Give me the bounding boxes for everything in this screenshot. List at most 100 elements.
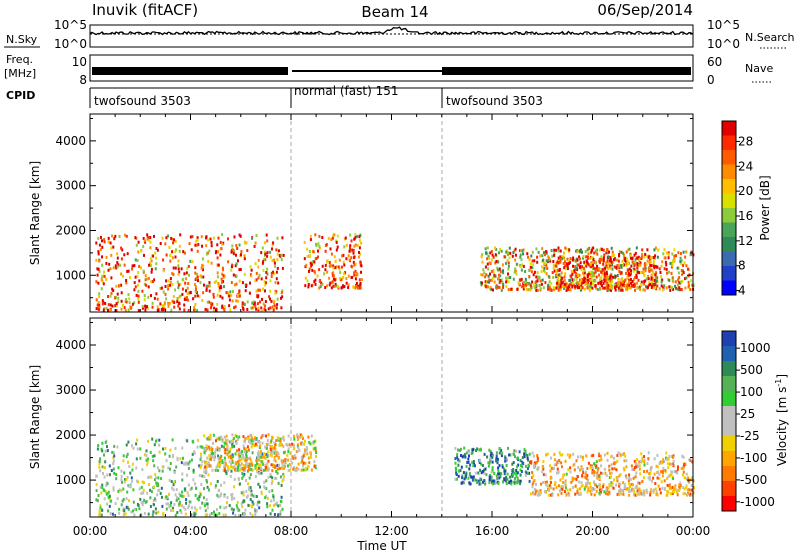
data-cell-0-3-56 — [590, 277, 593, 281]
data-cell-1-0-76 — [178, 500, 181, 504]
velocity-cbar-label-7: -1000 — [740, 495, 775, 509]
power-swatch-3 — [722, 164, 736, 180]
data-cell-0-2-88 — [685, 264, 688, 268]
data-cell-1-1-111 — [226, 469, 229, 472]
data-cell-0-2-173 — [537, 288, 539, 292]
data-cell-0-0-13 — [178, 307, 181, 311]
data-cell-0-3-64 — [586, 278, 589, 282]
data-cell-0-3-208 — [633, 282, 636, 286]
data-cell-1-0-510 — [113, 444, 116, 448]
data-cell-0-0-90 — [172, 295, 175, 299]
data-cell-1-0-105 — [254, 513, 257, 516]
data-cell-1-0-174 — [108, 504, 111, 508]
data-cell-0-2-647 — [492, 288, 494, 292]
data-cell-1-0-409 — [187, 462, 190, 466]
data-cell-1-1-100 — [223, 456, 226, 460]
data-cell-0-3-309 — [626, 275, 629, 279]
data-cell-0-0-447 — [257, 288, 260, 292]
data-cell-1-0-227 — [246, 495, 248, 499]
data-cell-1-2-70 — [497, 472, 499, 476]
data-cell-0-0-577 — [185, 289, 187, 293]
data-cell-1-1-237 — [284, 458, 287, 462]
data-cell-0-3-322 — [569, 257, 572, 261]
data-cell-1-3-58 — [559, 453, 562, 457]
data-cell-0-3-300 — [636, 261, 639, 265]
data-cell-0-2-574 — [494, 253, 497, 257]
data-cell-1-1-393 — [279, 443, 282, 447]
data-cell-0-0-250 — [193, 306, 196, 310]
data-cell-1-1-250 — [292, 467, 295, 471]
data-cell-0-0-312 — [242, 302, 245, 306]
data-cell-0-0-403 — [137, 250, 140, 254]
data-cell-1-0-24 — [178, 492, 181, 496]
data-cell-1-3-384 — [573, 468, 576, 472]
data-cell-1-3-581 — [667, 457, 670, 461]
data-cell-0-0-399 — [143, 298, 146, 302]
freq-left-tick-bottom: 8 — [79, 73, 87, 87]
data-cell-0-0-290 — [103, 274, 106, 278]
data-cell-1-0-368 — [219, 494, 222, 498]
data-cell-0-3-156 — [589, 274, 592, 278]
data-cell-0-2-195 — [670, 286, 673, 290]
data-cell-1-1-365 — [303, 448, 306, 452]
data-cell-0-2-139 — [499, 274, 502, 278]
data-cell-1-0-401 — [235, 504, 238, 508]
data-cell-1-2-88 — [498, 472, 501, 476]
data-cell-0-1-24 — [335, 240, 338, 244]
data-cell-1-0-310 — [151, 437, 154, 441]
data-cell-0-2-68 — [553, 287, 556, 291]
data-cell-0-3-109 — [640, 283, 642, 286]
data-cell-0-3-259 — [578, 265, 581, 269]
data-cell-0-1-82 — [353, 237, 356, 241]
data-cell-0-2-108 — [528, 258, 531, 262]
data-cell-0-3-294 — [592, 258, 595, 262]
data-cell-0-0-228 — [195, 276, 198, 280]
data-cell-0-0-153 — [190, 248, 193, 252]
data-cell-1-0-603 — [110, 469, 113, 472]
data-cell-1-0-561 — [205, 470, 208, 473]
data-cell-1-1-62 — [234, 466, 237, 470]
data-cell-1-3-35 — [565, 472, 568, 476]
data-cell-0-2-273 — [610, 288, 612, 292]
data-cell-0-0-128 — [100, 235, 102, 239]
data-cell-1-3-556 — [673, 490, 676, 494]
data-cell-1-1-265 — [214, 450, 216, 454]
data-cell-0-3-232 — [631, 284, 633, 288]
data-cell-1-0-482 — [111, 512, 114, 516]
data-cell-0-2-366 — [654, 254, 657, 258]
data-cell-0-2-447 — [681, 279, 684, 283]
velocity-swatch-11 — [722, 496, 736, 512]
data-cell-0-0-109 — [143, 253, 145, 257]
data-cell-1-3-28 — [568, 455, 571, 459]
data-cell-1-0-246 — [269, 473, 272, 476]
data-cell-1-0-449 — [99, 469, 102, 473]
data-cell-1-3-314 — [589, 481, 591, 485]
data-cell-1-3-356 — [600, 458, 603, 462]
data-cell-0-3-201 — [592, 282, 595, 286]
data-cell-1-2-256 — [470, 475, 473, 479]
data-cell-1-2-89 — [478, 461, 481, 464]
data-cell-0-1-144 — [334, 259, 337, 263]
data-cell-1-1-129 — [287, 458, 290, 462]
data-cell-1-3-13 — [592, 487, 595, 491]
data-cell-0-0-561 — [200, 266, 203, 270]
data-cell-0-3-293 — [630, 281, 633, 285]
data-cell-0-1-173 — [318, 268, 321, 272]
data-cell-0-1-32 — [331, 236, 334, 240]
data-cell-1-3-24 — [535, 460, 538, 464]
data-cell-1-1-215 — [273, 464, 276, 468]
data-cell-0-3-131 — [625, 286, 628, 290]
data-cell-1-0-184 — [149, 496, 152, 500]
data-cell-1-2-240 — [483, 452, 486, 456]
data-cell-1-0-4 — [158, 443, 161, 447]
data-cell-0-2-271 — [564, 260, 566, 264]
data-cell-1-0-645 — [231, 439, 234, 442]
data-cell-1-3-277 — [686, 488, 689, 492]
data-cell-1-3-57 — [559, 478, 562, 482]
data-cell-1-2-205 — [526, 472, 529, 475]
data-cell-1-1-76 — [260, 460, 263, 464]
data-cell-0-2-693 — [592, 246, 595, 250]
data-cell-1-3-276 — [605, 474, 608, 477]
data-cell-0-0-327 — [255, 307, 258, 311]
data-cell-0-0-177 — [131, 264, 134, 268]
